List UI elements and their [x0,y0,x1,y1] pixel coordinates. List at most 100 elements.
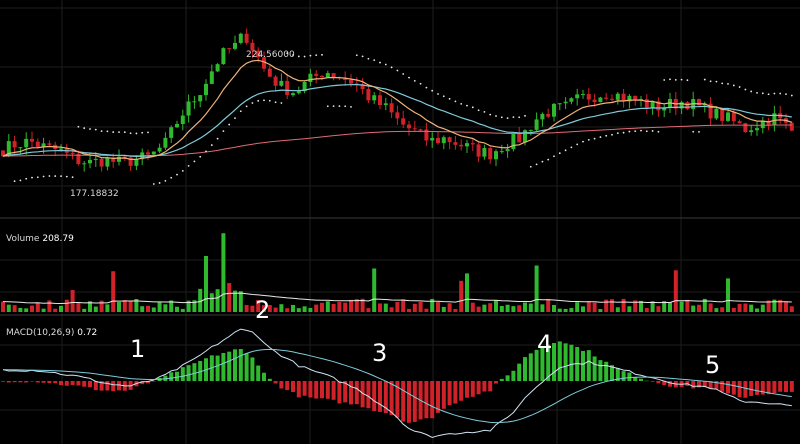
macd-hist-bar-97 [563,343,568,381]
volume-bar-32 [186,300,191,312]
volume-bar-62 [360,298,365,312]
sar-dot-127 [738,86,741,88]
macd-hist-bar-29 [169,372,174,381]
sar-dot-70 [408,76,410,79]
macd-hist-bar-45 [262,372,266,381]
candle-body-30 [175,124,179,128]
macd-hist-bar-125 [726,381,730,394]
candle-body-70 [407,124,411,129]
macd-hist-bar-53 [308,381,313,398]
sar-dot-133 [773,92,776,95]
candle-body-3 [18,147,23,149]
candle-body-122 [708,103,713,119]
candle-body-99 [575,94,580,99]
candle-body-47 [273,76,278,86]
sar-dot-44 [257,99,260,102]
volume-bar-22 [128,300,133,312]
candle-body-73 [424,129,429,141]
macd-hist-bar-89 [517,363,522,381]
macd-hist-bar-24 [140,381,145,385]
sar-dot-71 [413,79,416,82]
volume-bar-105 [610,299,614,312]
volume-bar-85 [494,300,498,312]
macd-hist-bar-121 [702,381,707,388]
sar-dot-24 [141,131,144,134]
sar-dot-129 [750,90,753,93]
macd-hist-bar-134 [778,381,783,392]
volume-value: 208.79 [42,234,74,244]
candle-body-125 [726,112,730,121]
macd-hist-bar-47 [273,381,278,384]
volume-bar-97 [563,308,568,312]
volume-bar-74 [430,298,435,312]
candle-body-92 [534,119,539,130]
macd-hist-bar-107 [621,371,626,381]
macd-hist-bar-66 [383,381,388,414]
sar-dot-91 [529,165,532,168]
macd-hist-bar-25 [146,381,150,384]
candle-body-124 [720,108,725,121]
candle-body-118 [685,102,690,110]
macd-panel [1,328,794,439]
volume-bar-132 [766,300,771,312]
candle-body-51 [296,91,301,94]
macd-hist-bar-20 [117,381,121,391]
volume-bar-19 [111,271,116,312]
macd-hist-bar-114 [662,381,667,386]
sar-dot-21 [123,131,126,134]
macd-hist-bar-124 [720,381,725,392]
macd-hist-bar-100 [581,350,585,381]
candle-body-16 [93,158,98,160]
macd-hist-bar-11 [64,381,69,386]
macd-hist-bar-59 [343,381,348,403]
sar-dot-11 [65,175,68,178]
volume-average-line [2,292,792,305]
sar-dot-6 [36,176,39,179]
volume-bar-70 [407,308,411,312]
sar-dot-54 [315,54,318,57]
volume-bar-98 [569,308,574,312]
volume-bar-96 [557,308,562,312]
candle-body-57 [331,73,336,78]
candle-body-93 [540,113,545,120]
sar-dot-49 [286,52,289,55]
sar-dot-93 [541,160,544,163]
sar-dot-7 [42,175,45,178]
sar-dot-116 [674,78,677,81]
candle-body-129 [749,130,754,133]
volume-bar-37 [215,289,220,312]
volume-bar-0 [1,301,5,312]
volume-bar-107 [621,298,626,312]
sar-dot-84 [489,113,492,116]
sar-dot-3 [19,179,22,182]
macd-hist-bar-127 [737,381,742,398]
macd-hist-bar-110 [639,378,643,381]
macd-hist-bar-48 [279,381,284,389]
sar-dot-14 [83,127,86,130]
sar-dot-104 [605,134,608,137]
sar-dot-121 [703,78,706,81]
macd-hist-bar-18 [105,381,110,391]
sar-dot-111 [645,130,648,133]
sar-dot-134 [779,92,782,95]
sar-dot-130 [756,91,758,94]
volume-panel [1,233,794,312]
sar-dot-29 [170,176,173,179]
sar-dot-94 [547,158,550,161]
candle-body-48 [279,80,284,86]
candle-body-49 [285,80,290,96]
volume-bar-113 [656,306,661,312]
candle-body-45 [262,57,266,69]
candle-body-50 [291,93,295,96]
sar-dot-69 [402,73,405,75]
volume-bar-1 [6,304,11,312]
candle-body-43 [250,42,255,51]
volume-bar-33 [192,300,197,312]
candle-body-64 [372,95,377,101]
sar-dot-17 [100,130,103,133]
macd-hist-bar-62 [360,381,365,408]
volume-bar-56 [325,301,330,312]
candle-body-83 [482,148,487,157]
volume-bar-95 [552,304,556,312]
